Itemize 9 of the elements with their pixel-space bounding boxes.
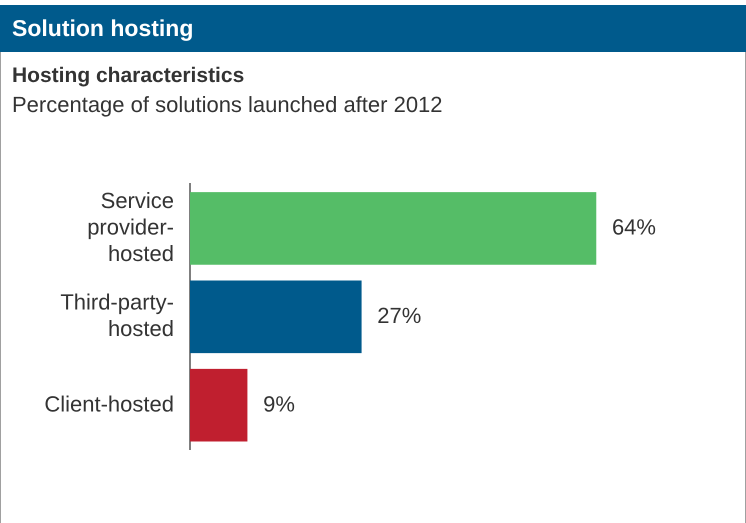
y-tick-label: Third-party-hosted	[60, 290, 174, 342]
data-label: 9%	[263, 391, 295, 416]
y-tick-label: Service provider-hosted	[87, 188, 174, 266]
chart-title: Solution hosting	[0, 5, 746, 52]
data-label: 64%	[612, 214, 656, 240]
y-tick-label: Client-hosted	[44, 391, 174, 416]
chart-subtitle: Hosting characteristics	[12, 64, 244, 88]
text: Percentage of solutions launched after 2012	[12, 92, 443, 118]
data-label: 27%	[377, 302, 422, 328]
